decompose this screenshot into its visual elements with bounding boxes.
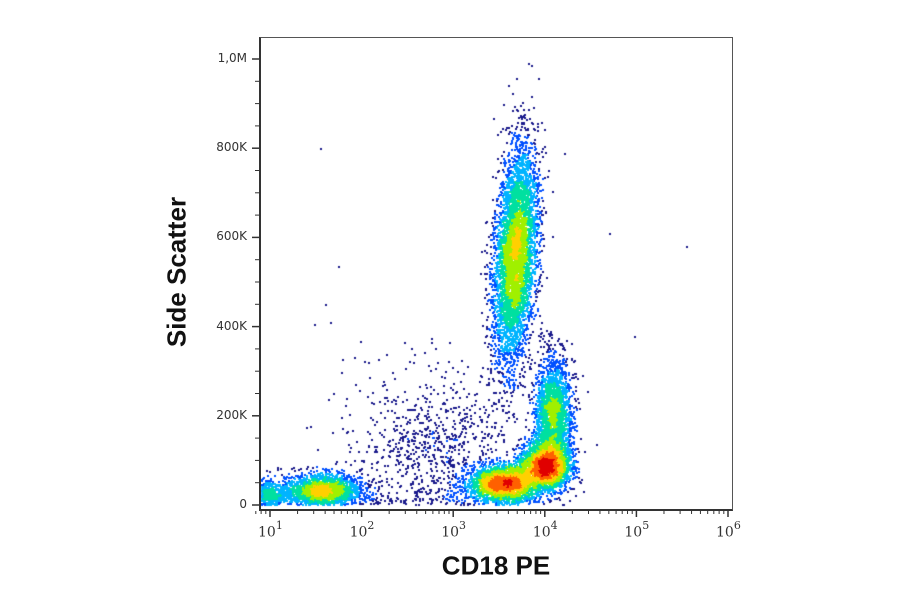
x-axis-title: CD18 PE	[441, 550, 551, 581]
y-axis-title: Side Scatter	[161, 196, 192, 348]
x-tick-label: 102	[349, 519, 375, 541]
plot-frame	[259, 37, 733, 511]
x-tick-label: 103	[441, 519, 467, 541]
y-tick-label: 0	[239, 497, 247, 511]
y-tick-label: 1,0M	[217, 51, 247, 65]
y-tick-label: 800K	[216, 140, 247, 155]
x-tick-label: 105	[624, 519, 650, 541]
y-tick-label: 200K	[216, 407, 247, 422]
scatter-plot-area	[259, 37, 733, 511]
x-tick-label: 106	[716, 519, 741, 541]
x-tick-label: 101	[258, 519, 283, 541]
x-tick-label: 104	[532, 519, 558, 541]
y-tick-label: 400K	[216, 318, 247, 333]
y-tick-label: 600K	[216, 229, 247, 244]
